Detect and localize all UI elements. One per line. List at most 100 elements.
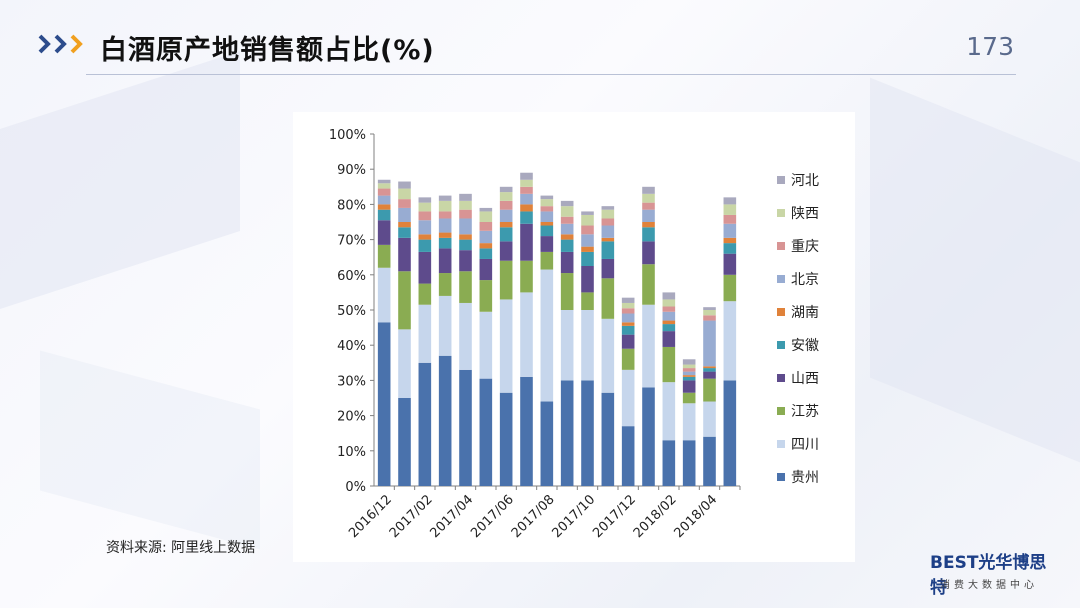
bar-segment-江苏 [621,348,635,370]
bar-segment-湖南 [581,246,594,252]
bar-segment-陕西 [642,193,655,203]
bar-segment-重庆 [520,186,533,194]
bar-segment-安徽 [459,239,472,251]
logo-name: BEST光华博思特 [930,548,1060,598]
bar-segment-北京 [377,195,391,205]
bar-segment-贵州 [438,355,452,486]
bar-segment-重庆 [642,202,655,210]
bar-segment-湖南 [377,204,391,210]
bar-segment-北京 [479,230,493,244]
bar-segment-山西 [499,241,513,261]
stacked-bar-chart: 0% 10% 20% 30% 40% 50% 60% 70% 80% 90% 100% 2016/12… [329,128,819,541]
bar-segment-北京 [520,193,533,205]
bar-segment-重庆 [418,211,432,221]
bar-segment-北京 [438,218,452,233]
x-tick-label: 2017/06 [468,492,517,541]
bar-segment-山西 [479,258,493,281]
bar-segment-安徽 [642,227,655,242]
bar-segment-江苏 [520,260,533,293]
background-shape [870,77,1080,463]
bar-segment-湖南 [540,222,554,226]
bar-segment-安徽 [479,248,493,259]
legend-swatch [777,242,785,250]
bar-segment-四川 [642,304,655,388]
bar-segment-江苏 [438,273,452,296]
bar-segment-安徽 [581,251,594,266]
bar-segment-河北 [499,186,513,193]
chevron-arrows-icon [38,34,83,54]
bar-segment-陕西 [621,302,635,309]
bar-segment-山西 [459,250,472,272]
bar-segment-四川 [682,403,696,441]
bar-segment-江苏 [398,271,411,330]
bar-segment-山西 [560,251,574,274]
bar-segment-山西 [520,223,533,261]
bar-segment-重庆 [601,218,615,226]
bar-segment-陕西 [398,188,411,200]
bar-segment-陕西 [459,200,472,210]
bar-segment-山西 [377,220,391,245]
bar-segment-陕西 [499,192,513,201]
bar-segment-河北 [642,186,655,194]
bar-segment-江苏 [642,264,655,305]
bar-segment-贵州 [499,392,513,486]
bar-segment-四川 [703,401,716,437]
bar-segment-陕西 [703,310,716,316]
bar-segment-安徽 [601,241,615,259]
bar-segment-重庆 [499,200,513,210]
bar-segment-陕西 [581,214,594,226]
bar-segment-贵州 [398,398,411,486]
bar-segment-贵州 [682,440,696,486]
bar-segment-湖南 [723,237,737,244]
bar-segment-湖南 [662,320,676,325]
bar-segment-河北 [377,179,391,184]
bar-segment-山西 [723,253,737,275]
bar-segment-安徽 [621,325,635,335]
bar-segment-安徽 [723,243,737,254]
bar-segment-四川 [560,310,574,381]
bar-segment-贵州 [560,380,574,486]
bar-segment-陕西 [479,211,493,222]
x-tick-label: 2018/02 [631,492,680,541]
bar-segment-安徽 [418,239,432,252]
bar-segment-江苏 [581,292,594,310]
bar-segment-河北 [398,181,411,189]
bar-segment-湖南 [438,232,452,238]
y-tick-label: 40% [337,339,366,354]
bar-segment-北京 [601,225,615,238]
bar-segment-贵州 [459,369,472,486]
bar-segment-北京 [499,209,513,222]
bar-segment-江苏 [662,346,676,383]
bar-segment-安徽 [560,239,574,252]
bar-segment-山西 [662,331,676,347]
x-tick-label: 2017/10 [550,492,599,541]
bar-segment-安徽 [662,324,676,332]
bar-segment-山西 [398,237,411,272]
bar-segment-河北 [703,307,716,310]
legend-label: 重庆 [791,239,819,255]
bar-segment-四川 [398,329,411,398]
bar-segment-北京 [621,313,635,323]
x-tick-label: 2018/04 [672,492,721,541]
legend-swatch [777,341,785,349]
bar-segment-四川 [621,369,635,427]
page-title: 白酒原产地销售额占比(%) [100,35,435,66]
bar-segment-重庆 [581,225,594,235]
x-tick-label: 2017/02 [387,492,436,541]
bar-segment-江苏 [540,251,554,270]
bar-segment-安徽 [438,237,452,249]
bar-segment-湖南 [682,375,696,377]
bar-segment-四川 [418,304,432,363]
bar-segment-四川 [723,301,737,381]
background-shape [40,350,260,550]
bar-segment-湖南 [601,237,615,242]
legend-label: 四川 [791,437,819,453]
bar-segment-陕西 [723,204,737,215]
bar-segment-陕西 [520,179,533,187]
legend-label: 安徽 [791,338,819,354]
bar-segment-北京 [682,371,696,376]
bar-segment-重庆 [723,214,737,224]
bar-segment-河北 [723,197,737,205]
x-tick-label: 2017/08 [509,492,558,541]
legend-swatch [777,275,785,283]
